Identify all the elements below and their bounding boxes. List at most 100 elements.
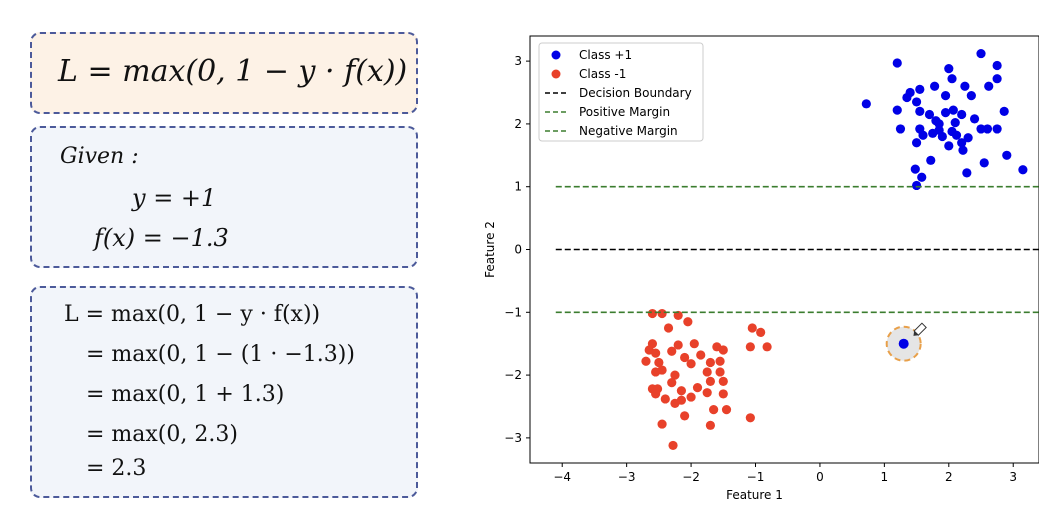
y-tick-label: −1 xyxy=(504,305,522,319)
legend: Class +1 Class -1 Decision Boundary Positiv… xyxy=(538,42,704,142)
x-tick-label: −1 xyxy=(747,470,765,484)
class-1-point xyxy=(930,81,940,91)
class-1-point xyxy=(718,389,728,399)
x-tick-label: 3 xyxy=(1009,470,1017,484)
class-1-point xyxy=(957,109,967,120)
class-1-point xyxy=(696,350,706,360)
class-1-point xyxy=(915,84,925,94)
class-1-point xyxy=(902,92,912,103)
class-1-point xyxy=(651,348,661,358)
legend-label: Class +1 xyxy=(579,48,632,62)
class-1-point xyxy=(667,346,677,356)
x-tick-label: 0 xyxy=(816,470,824,484)
class-1-point xyxy=(1002,150,1012,160)
class-1-point xyxy=(999,106,1009,116)
class-1-point xyxy=(1018,165,1028,175)
class-1-point xyxy=(680,411,690,421)
class-1-point xyxy=(963,133,973,143)
class-1-point xyxy=(962,168,972,178)
class-1-point xyxy=(673,340,683,350)
class-1-point xyxy=(705,420,716,430)
class-1-point xyxy=(911,180,922,191)
class-1-point xyxy=(668,440,678,451)
highlight-point xyxy=(898,338,909,349)
class-1-point xyxy=(709,405,719,415)
given-fx-value: f(x) = −1.3 xyxy=(94,224,229,252)
legend-label: Negative Margin xyxy=(579,124,678,138)
class-1-point xyxy=(969,114,980,124)
calc-step-1: L = max(0, 1 − y · f(x)) xyxy=(64,302,321,327)
class-1-point xyxy=(948,105,958,115)
class-1-point xyxy=(702,367,712,377)
class-1-point xyxy=(676,386,687,396)
x-tick-label: 1 xyxy=(881,470,889,484)
class-1-point xyxy=(718,345,728,355)
class-1-point xyxy=(745,413,755,423)
class-1-point xyxy=(689,339,699,349)
legend-label: Class -1 xyxy=(579,67,626,81)
class-1-point xyxy=(680,352,690,363)
class-1-point xyxy=(745,342,755,352)
y-tick-label: −3 xyxy=(504,431,522,445)
class-1-point xyxy=(641,356,651,366)
class-1-point xyxy=(976,124,986,134)
class-1-point xyxy=(926,155,936,165)
class-1-point xyxy=(958,145,968,155)
y-axis-label: Feature 2 xyxy=(483,221,497,278)
given-panel: Given : y = +1 f(x) = −1.3 xyxy=(30,126,418,268)
class-1-point xyxy=(957,138,967,148)
loss-formula-panel: L = max(0, 1 − y · f(x)) xyxy=(30,32,418,114)
legend-label: Decision Boundary xyxy=(579,86,692,100)
y-tick-label: 1 xyxy=(514,180,522,194)
class-1-point xyxy=(917,172,927,182)
y-tick-label: 0 xyxy=(514,243,522,257)
y-tick-label: −2 xyxy=(504,368,522,382)
class-1-point xyxy=(960,81,970,91)
class-1-point xyxy=(911,97,922,107)
class-1-point xyxy=(651,389,661,399)
plot-area: −4 −3 −2 −1 0 1 2 3 −3 −2 −1 0 1 2 3 Feature 1 Feature 2 xyxy=(483,35,1039,502)
legend-marker xyxy=(551,69,561,79)
x-tick-label: −3 xyxy=(618,470,636,484)
class-1-point xyxy=(756,327,766,337)
class-1-point xyxy=(686,392,696,402)
class-1-point xyxy=(657,308,667,319)
calculation-panel: L = max(0, 1 − y · f(x)) = max(0, 1 − (1… xyxy=(30,286,418,498)
class-1-point xyxy=(670,370,680,380)
class-1-point xyxy=(676,395,687,405)
class-1-point xyxy=(937,131,947,142)
class-1-point xyxy=(657,365,667,375)
class-1-point xyxy=(910,164,920,174)
class-1-point xyxy=(992,124,1002,134)
calc-step-2: = max(0, 1 − (1 · −1.3)) xyxy=(86,342,355,367)
y-tick-label: 2 xyxy=(514,117,522,131)
class-1-point xyxy=(934,119,944,129)
class-1-point xyxy=(940,108,951,118)
pencil-tip xyxy=(913,330,919,336)
calc-step-4: = max(0, 2.3) xyxy=(86,422,238,447)
x-tick-label: −2 xyxy=(682,470,700,484)
scatter-chart: −4 −3 −2 −1 0 1 2 3 −3 −2 −1 0 1 2 3 Feature 1 Feature 2… xyxy=(483,35,1039,502)
class-1-point xyxy=(911,138,922,148)
class-1-point xyxy=(667,378,677,388)
y-tick-label: 3 xyxy=(514,54,522,68)
pencil-icon xyxy=(913,322,927,336)
class-1-point xyxy=(895,124,906,134)
legend-box xyxy=(538,42,704,142)
class-1-point xyxy=(647,308,658,319)
class-1-point xyxy=(715,356,725,366)
class-1-point xyxy=(861,99,871,109)
class-1-point xyxy=(705,376,716,386)
class-1-point xyxy=(718,376,728,386)
class-1-point xyxy=(663,323,674,333)
class-1-point xyxy=(940,91,951,101)
class-1-point xyxy=(984,81,994,91)
class-1-point xyxy=(951,130,962,140)
class-1-point xyxy=(992,60,1002,71)
class-1-point xyxy=(924,109,935,120)
x-tick-label: −4 xyxy=(553,470,571,484)
class-1-point xyxy=(683,317,693,327)
class-1-point xyxy=(657,419,667,429)
given-title: Given : xyxy=(60,144,139,169)
class-1-point xyxy=(944,141,954,151)
